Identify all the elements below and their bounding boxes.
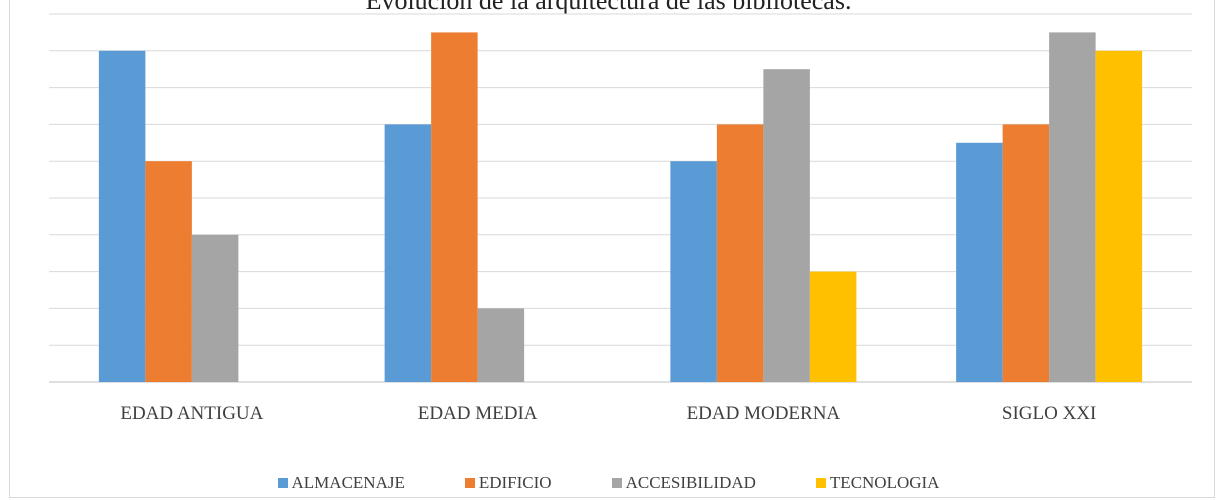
legend-label: ALMACENAJE — [291, 473, 405, 492]
x-tick-label: EDAD ANTIGUA — [120, 403, 263, 424]
legend-swatch — [611, 478, 622, 488]
x-tick-labels: EDAD ANTIGUA EDAD MEDIA EDAD MODERNA SIGLO … — [120, 403, 1096, 424]
legend-label: ACCESIBILIDAD — [625, 473, 756, 492]
bar-accesibilidad-2 — [763, 69, 810, 382]
bar-tecnologia-2 — [809, 271, 857, 382]
bar-accesibilidad-1 — [477, 308, 525, 382]
bar-chart: EDAD ANTIGUA EDAD MEDIA EDAD MODERNA SIGLO … — [49, 13, 1192, 424]
legend-swatch — [815, 478, 826, 488]
legend-label: TECNOLOGIA — [829, 473, 940, 492]
legend-label: EDIFICIO — [478, 473, 552, 492]
bar-almacenaje-2 — [670, 161, 717, 382]
legend-item: TECNOLOGIA — [815, 471, 940, 495]
bar-almacenaje-0 — [98, 50, 146, 383]
bar-edificio-0 — [145, 161, 192, 382]
bar-almacenaje-1 — [384, 124, 432, 383]
legend-swatch — [277, 478, 288, 488]
bar-tecnologia-3 — [1095, 50, 1143, 383]
x-tick-label: EDAD MEDIA — [418, 403, 538, 424]
bar-almacenaje-3 — [956, 142, 1003, 382]
legend-item: EDIFICIO — [464, 471, 552, 495]
legend-item: ACCESIBILIDAD — [611, 471, 756, 495]
chart-title: Evolución de la arquitectura de las bibl… — [365, 0, 852, 15]
x-tick-label: EDAD MODERNA — [687, 403, 841, 424]
bar-accesibilidad-3 — [1049, 32, 1096, 383]
bars — [98, 32, 1143, 383]
legend-swatch — [464, 478, 475, 488]
legend-item: ALMACENAJE — [277, 471, 405, 495]
bar-edificio-3 — [1002, 124, 1050, 383]
chart-frame — [9, 0, 1215, 498]
bar-edificio-1 — [431, 32, 478, 383]
chart-legend: ALMACENAJE EDIFICIO ACCESIBILIDAD TECNOLOGI… — [0, 471, 1217, 495]
x-tick-label: SIGLO XXI — [1002, 403, 1096, 424]
bar-accesibilidad-0 — [191, 234, 239, 382]
bar-edificio-2 — [716, 124, 764, 383]
